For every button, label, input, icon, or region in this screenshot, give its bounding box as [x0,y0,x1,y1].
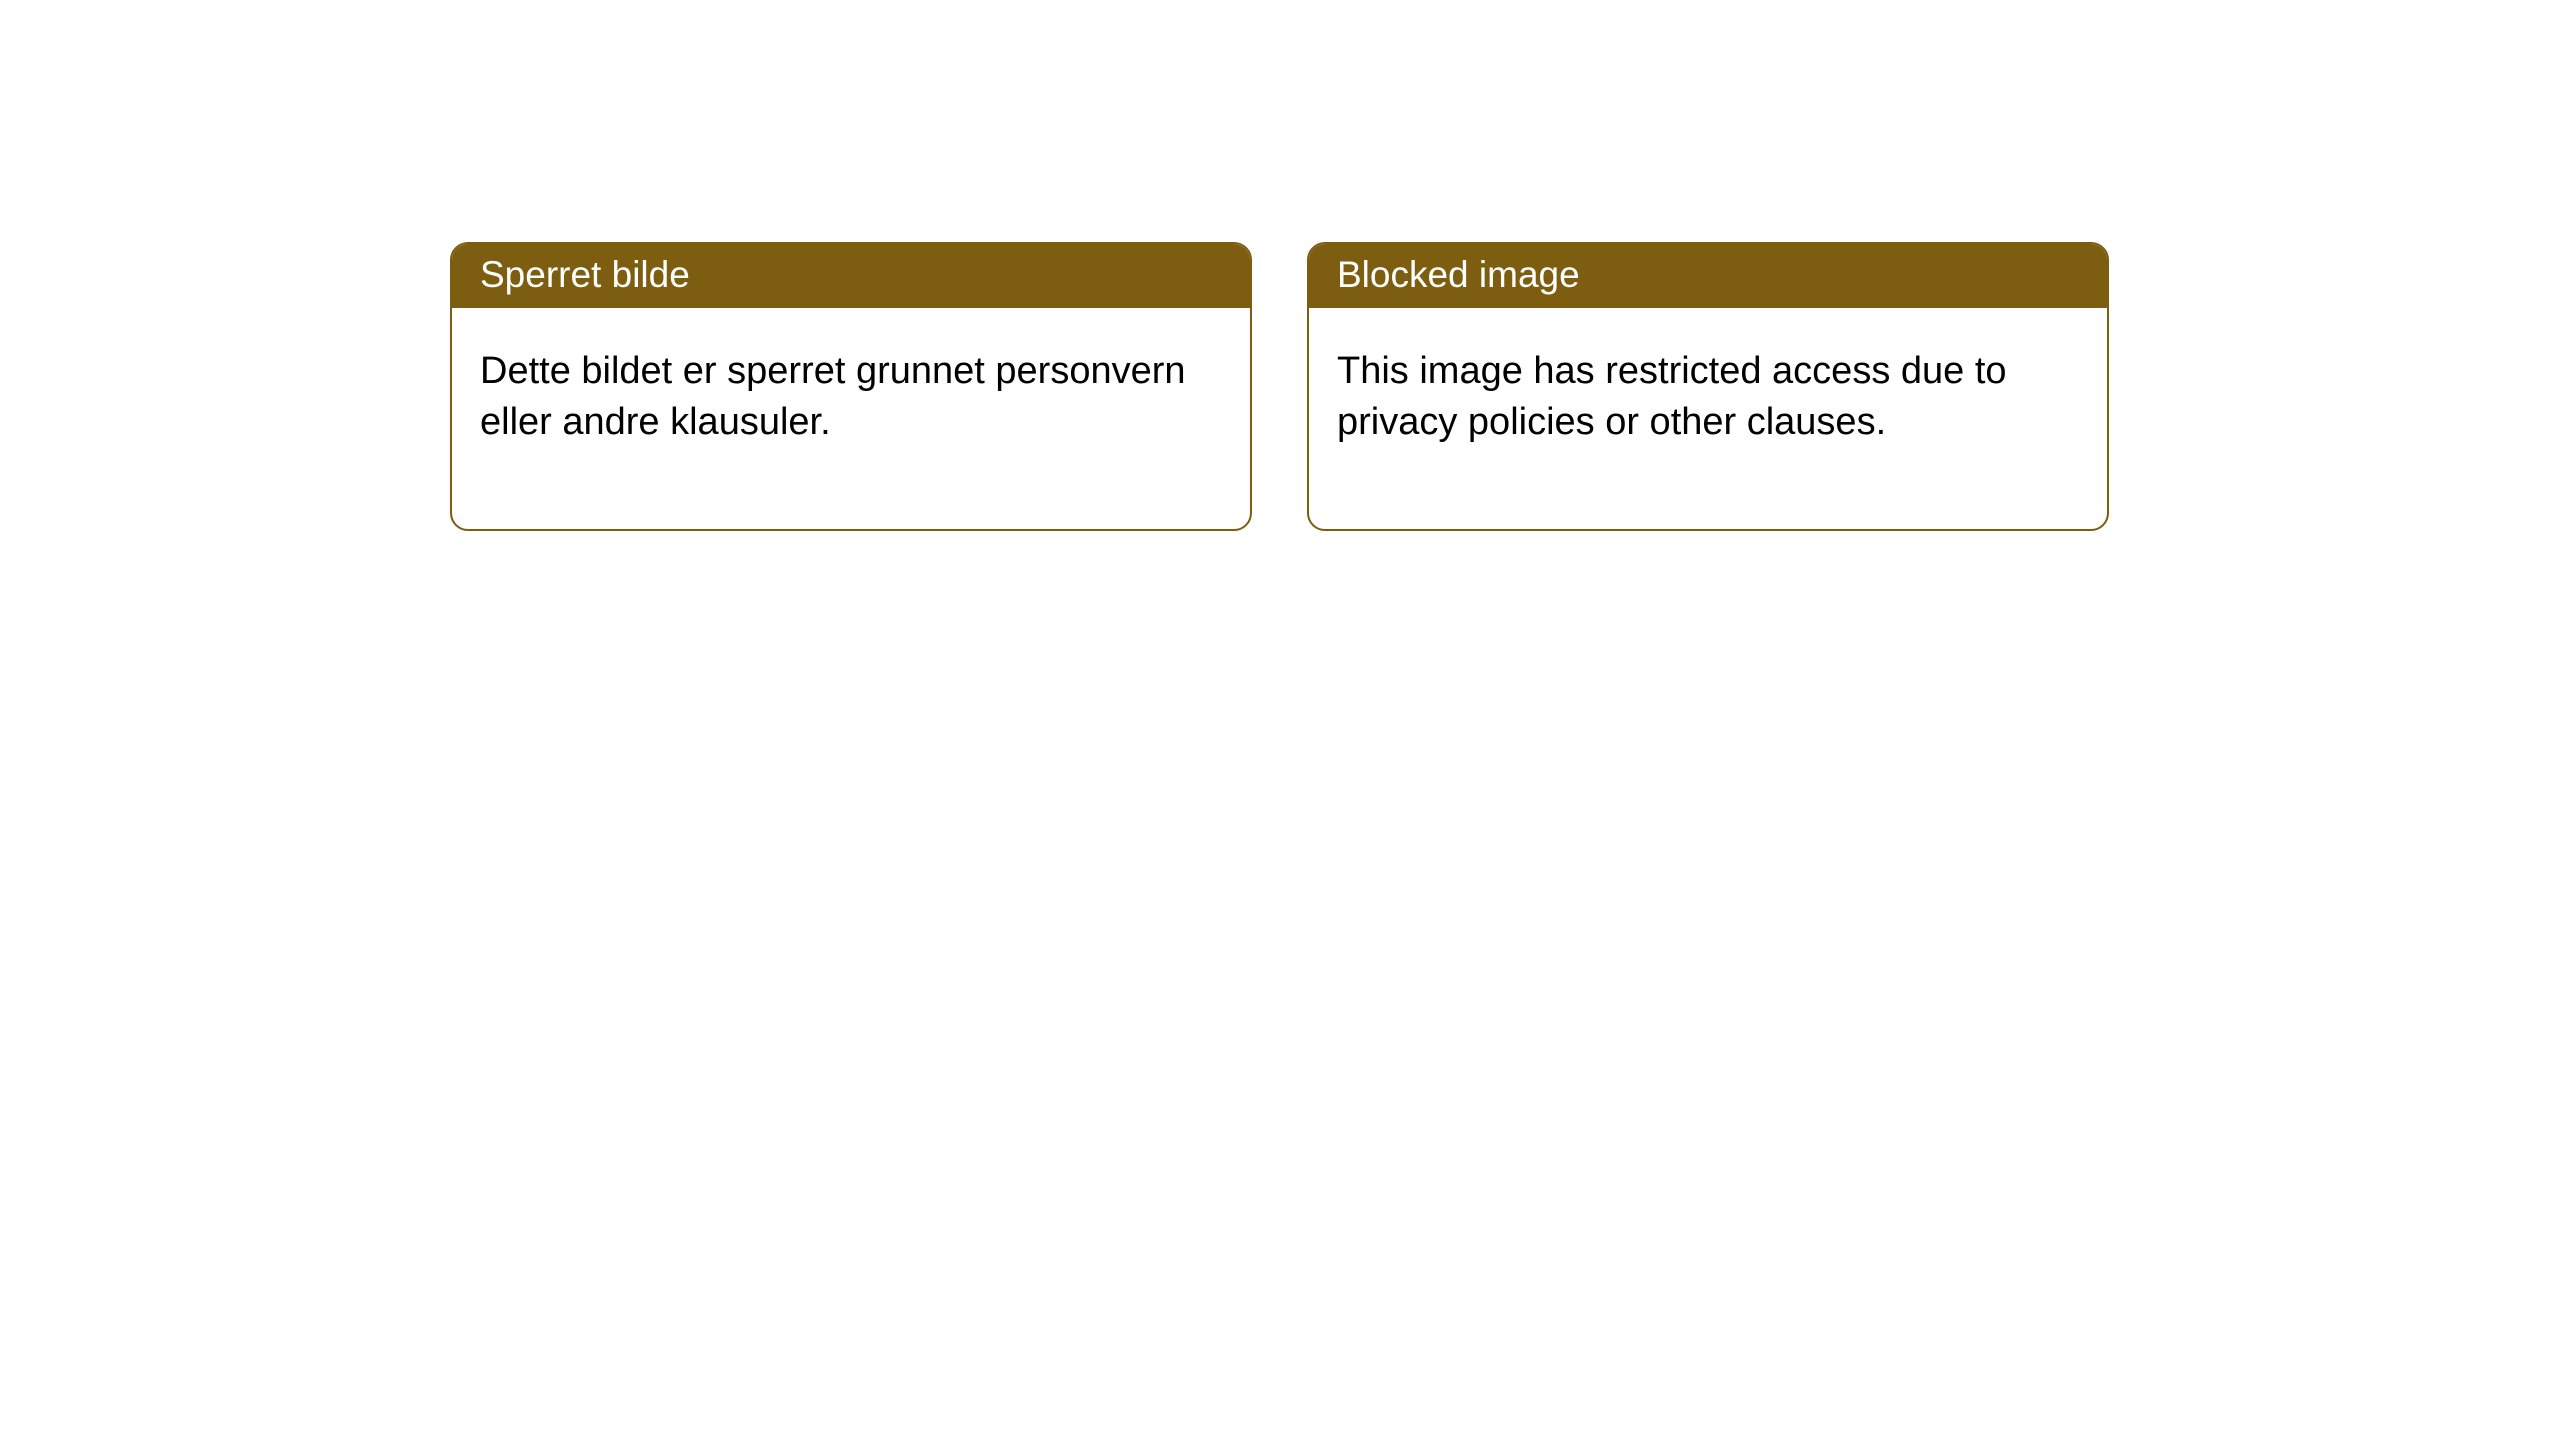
notice-card-title: Sperret bilde [452,244,1250,308]
notice-card-body: This image has restricted access due to … [1309,308,2107,529]
notice-card-title: Blocked image [1309,244,2107,308]
notice-card-norwegian: Sperret bilde Dette bildet er sperret gr… [450,242,1252,531]
notice-container: Sperret bilde Dette bildet er sperret gr… [0,0,2560,531]
notice-card-english: Blocked image This image has restricted … [1307,242,2109,531]
notice-card-body: Dette bildet er sperret grunnet personve… [452,308,1250,529]
